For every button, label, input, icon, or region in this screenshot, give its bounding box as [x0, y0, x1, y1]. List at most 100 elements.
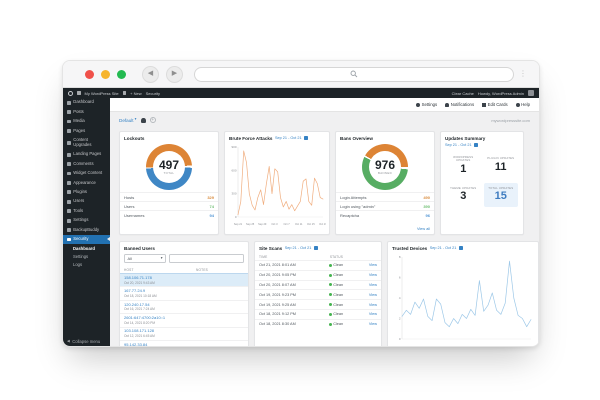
scan-view-link[interactable]: View — [368, 302, 377, 307]
legend-row: Usernames 94 — [120, 210, 218, 219]
scan-time: Oct 18, 2021 9:12 PM — [259, 312, 296, 317]
banned-host-link[interactable]: 2601:647:4700:2a10::1 — [124, 314, 166, 320]
brute-force-title: Brute Force Attacks — [229, 135, 273, 141]
banned-host-link[interactable]: 120.240.17.54 — [124, 301, 150, 307]
calendar-icon[interactable] — [304, 136, 309, 140]
sidebar-item-label: Landing Pages — [73, 151, 102, 157]
minimize-window-button[interactable] — [101, 69, 110, 79]
sidebar-item-label: Tools — [73, 207, 84, 213]
table-row[interactable]: 158.106.71.178 Oct 20, 2021 9:43 AM — [120, 273, 248, 287]
maximize-window-button[interactable] — [117, 69, 126, 79]
banned-users-search-input[interactable] — [169, 254, 244, 263]
submenu-item-logs[interactable]: Logs — [73, 261, 83, 267]
dashboard-select-value: Default — [119, 117, 134, 123]
scan-status-label: Clean — [333, 302, 344, 307]
new-content-button[interactable]: + New — [130, 90, 142, 96]
header-action-help[interactable]: Help — [515, 102, 530, 107]
url-bar[interactable] — [194, 66, 514, 82]
sidebar-item-widget-content[interactable]: Widget Content — [63, 169, 110, 178]
table-row[interactable]: 95.142.33.84Oct 11, 2021 4:02 PM — [120, 339, 248, 347]
sidebar-item-users[interactable]: Users — [63, 197, 110, 206]
add-dashboard-icon[interactable]: + — [149, 117, 156, 123]
svg-text:0: 0 — [399, 337, 401, 341]
wordpress-logo-icon[interactable] — [68, 90, 73, 96]
table-row[interactable]: 120.240.17.54 Oct 16, 2021 7:24 AM — [120, 299, 248, 313]
banned-host-link[interactable]: 158.106.71.178 — [124, 274, 152, 280]
legend-value: 94 — [209, 212, 214, 218]
sidebar-item-appearance[interactable]: Appearance — [63, 178, 110, 187]
clear-cache-button[interactable]: Clear Cache — [451, 90, 474, 96]
legend-value: 329 — [207, 194, 214, 200]
submenu-item-settings[interactable]: Settings — [73, 254, 89, 260]
back-button[interactable]: ◀ — [142, 65, 159, 83]
site-scans-table: Oct 21, 2021 8:01 AM Clean View Oct 20, 202… — [255, 260, 381, 328]
site-scans-date-range[interactable]: Sep 21 - Oct 21 — [284, 246, 312, 250]
banned-host-link[interactable]: 103.108.171.128 — [124, 328, 155, 334]
sidebar-item-landing-pages[interactable]: Landing Pages — [63, 150, 110, 159]
scan-view-link[interactable]: View — [368, 263, 377, 268]
table-row: Oct 18, 2021 8:30 AM Clean View — [255, 318, 381, 329]
scan-view-link[interactable]: View — [368, 273, 377, 278]
dashboard-header: Settings Notifications Edit Cards Help — [110, 98, 539, 112]
scan-view-link[interactable]: View — [368, 292, 377, 297]
table-row[interactable]: 2601:647:4700:2a10::1 Oct 14, 2021 8:20 P… — [120, 313, 248, 326]
sidebar-item-content-upgrades[interactable]: Content Upgrades — [63, 136, 110, 150]
site-name[interactable]: My WordPress Site — [84, 90, 119, 96]
admin-bar-security[interactable]: Security — [145, 90, 161, 96]
sidebar-item-posts[interactable]: Posts — [63, 107, 110, 116]
header-action-settings[interactable]: Settings — [416, 102, 437, 107]
submenu-item-dashboard[interactable]: Dashboard — [73, 246, 95, 252]
legend-label: Login Attempts — [340, 194, 367, 200]
updates-date-range[interactable]: Sep 21 - Oct 21 — [445, 143, 472, 147]
comments-bubble-icon[interactable] — [122, 91, 127, 95]
avatar[interactable] — [528, 90, 534, 96]
sidebar-item-pages[interactable]: Pages — [63, 126, 110, 135]
search-icon[interactable] — [350, 70, 358, 78]
legend-label: Login using "admin" — [340, 203, 376, 209]
banned-host-link[interactable]: 95.142.33.84 — [124, 341, 148, 347]
site-scans-title: Site Scans — [259, 245, 283, 251]
trusted-devices-date-range[interactable]: Sep 21 - Oct 21 — [429, 246, 457, 250]
forward-button[interactable]: ▶ — [166, 65, 183, 83]
notifications-bell-icon[interactable] — [141, 117, 146, 123]
sidebar-item-media[interactable]: Media — [63, 117, 110, 126]
bans-title: Bans Overview — [340, 135, 373, 141]
brute-force-date-range[interactable]: Sep 21 - Oct 21 — [274, 136, 302, 140]
collapse-menu-button[interactable]: ◀ Collapse menu — [63, 336, 110, 346]
banned-users-filter[interactable]: All ▾ — [124, 254, 166, 263]
sidebar-item-dashboard[interactable]: Dashboard — [63, 98, 110, 107]
sidebar-item-settings[interactable]: Settings — [63, 216, 110, 225]
sidebar-item-comments[interactable]: Comments — [63, 159, 110, 168]
sidebar-item-tools[interactable]: Tools — [63, 206, 110, 215]
sidebar-item-security[interactable]: Security — [63, 234, 110, 245]
calendar-icon[interactable] — [474, 143, 479, 147]
howdy-greeting[interactable]: Howdy, WordPress Admin — [477, 90, 524, 96]
scan-view-link[interactable]: View — [368, 282, 377, 287]
close-window-button[interactable] — [85, 69, 94, 79]
scan-status-label: Clean — [333, 322, 344, 327]
legend-label: Users — [124, 203, 135, 209]
scan-view-link[interactable]: View — [368, 312, 377, 317]
header-action-notifications[interactable]: Notifications — [445, 102, 474, 107]
banned-users-col-notes: NOTES — [196, 267, 208, 272]
table-row[interactable]: 103.108.171.128 Oct 12, 2021 6:45 AM — [120, 326, 248, 340]
dashboard-select[interactable]: Default ▾ — [119, 118, 136, 123]
sidebar-item-backupbuddy[interactable]: BackupBuddy — [63, 225, 110, 234]
more-options-icon[interactable]: ⋮ — [519, 69, 527, 78]
calendar-icon[interactable] — [458, 246, 463, 250]
banned-host-link[interactable]: 167.77.24.9 — [124, 288, 146, 294]
bans-view-all-link[interactable]: View all — [416, 227, 430, 231]
tools-icon — [67, 209, 71, 214]
svg-text:Oct 3: Oct 3 — [271, 222, 278, 226]
updates-title: Updates Summary — [445, 135, 486, 141]
calendar-icon[interactable] — [313, 246, 318, 250]
plugins-icon — [67, 190, 71, 195]
table-row[interactable]: 167.77.24.9 Oct 18, 2021 10:18 AM — [120, 286, 248, 299]
svg-text:600: 600 — [231, 168, 236, 172]
svg-text:Oct 11: Oct 11 — [295, 222, 303, 226]
banned-date: Oct 14, 2021 8:20 PM — [124, 320, 156, 325]
site-scans-col-time: TIME — [259, 254, 268, 259]
sidebar-item-plugins[interactable]: Plugins — [63, 188, 110, 197]
scan-view-link[interactable]: View — [368, 322, 377, 327]
header-action-edit-cards[interactable]: Edit Cards — [482, 102, 508, 107]
